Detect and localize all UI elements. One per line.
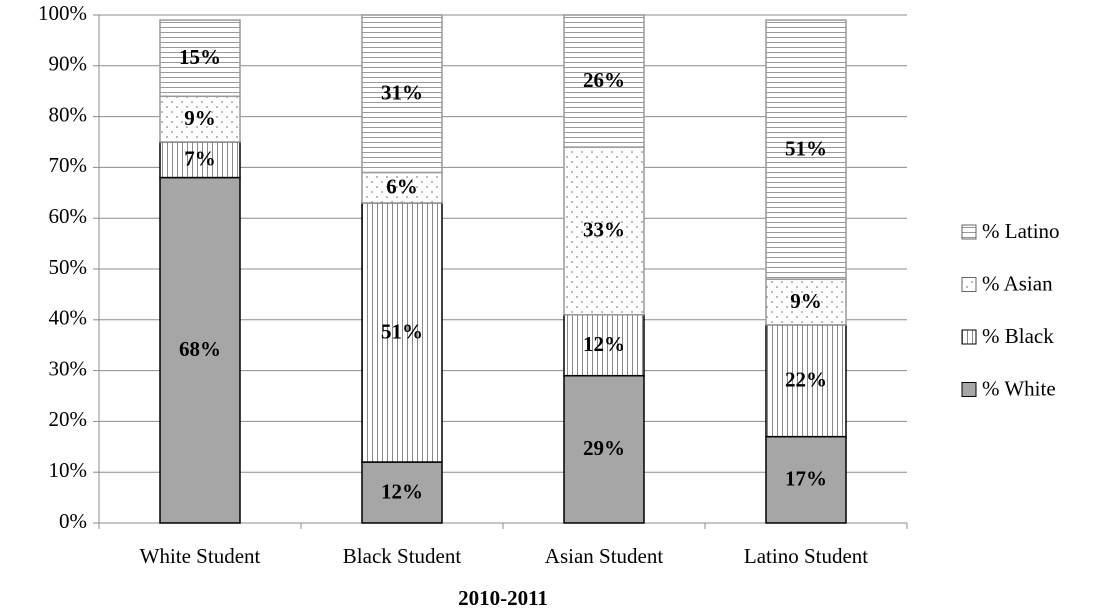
bar-segment [361,202,443,463]
bar-segment [563,374,645,524]
data-label: 26% [583,68,625,92]
legend-label: % White [982,376,1056,400]
y-tick-label: 20% [49,407,88,431]
y-tick-label: 60% [49,204,88,228]
y-tick-label: 50% [49,255,88,279]
y-tick-label: 70% [49,153,88,177]
data-label: 51% [785,136,827,160]
legend-swatch [961,382,977,397]
y-tick-label: 0% [59,509,87,533]
y-tick-label: 30% [49,356,88,380]
legend-label: % Black [982,324,1054,348]
data-label: 68% [179,337,221,361]
bar-segment [361,14,443,174]
x-tick-label: Asian Student [545,544,664,568]
data-label: 17% [785,467,827,491]
y-tick-label: 10% [49,458,88,482]
y-tick-label: 40% [49,306,88,330]
data-label: 33% [583,218,625,242]
data-label: 9% [790,289,822,313]
data-label: 9% [184,106,216,130]
bar-segment [361,461,443,524]
data-label: 29% [583,436,625,460]
bar-segment [765,324,847,438]
data-label: 15% [179,45,221,69]
legend-label: % Asian [982,271,1053,295]
y-tick-label: 100% [38,1,87,25]
x-axis-title: 2010-2011 [458,586,548,610]
data-label: 7% [184,147,216,171]
bar-segment [563,313,645,377]
x-tick-label: Black Student [343,544,462,568]
bar-segment [159,176,241,524]
data-label: 12% [583,332,625,356]
bar-segment [159,141,241,179]
legend-swatch [961,329,977,345]
bar-segment [765,435,847,524]
data-label: 51% [381,319,423,343]
x-tick-label: Latino Student [744,544,868,568]
y-tick-label: 80% [49,102,88,126]
data-label: 6% [386,175,418,199]
x-tick-label: White Student [140,544,261,568]
y-tick-label: 90% [49,52,88,76]
data-label: 31% [381,81,423,105]
data-label: 12% [381,479,423,503]
legend-swatch [961,224,977,240]
data-label: 22% [785,368,827,392]
bar-segment [563,14,645,148]
bar-segment [159,19,241,98]
legend-swatch [961,277,977,292]
bar-segment [765,19,847,280]
bar-segment [563,146,645,316]
legend-label: % Latino [982,219,1060,243]
bar-segment [159,95,241,143]
bar-segment [361,171,443,204]
